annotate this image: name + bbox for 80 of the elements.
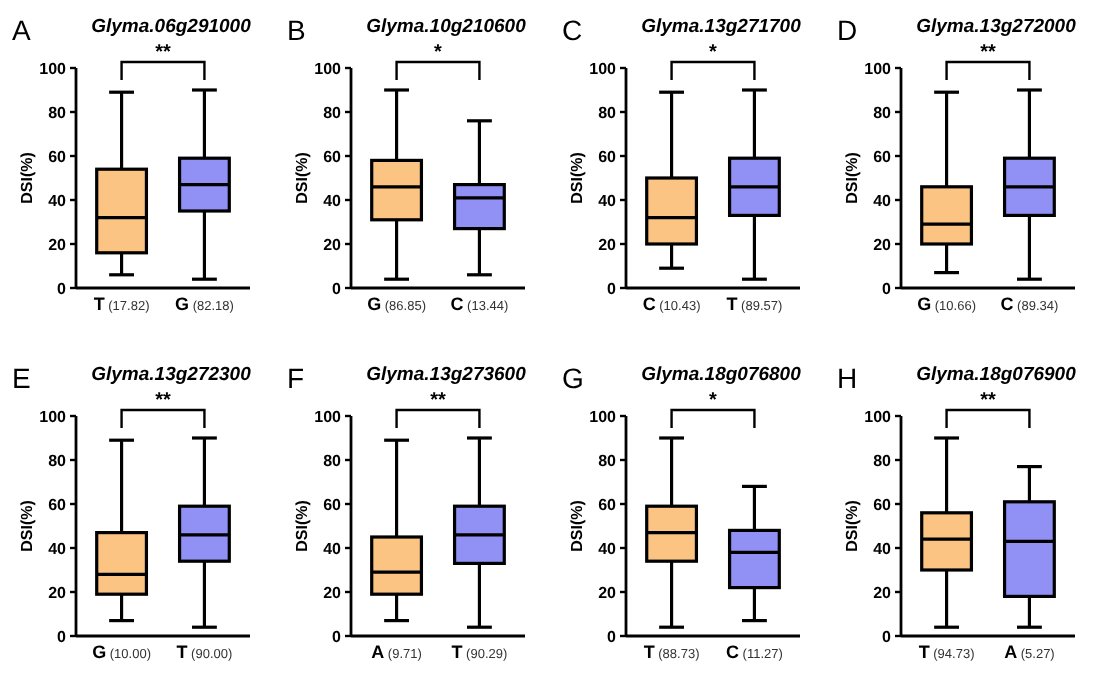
y-axis-title: DSI(%) xyxy=(18,151,36,204)
chart-title: Glyma.18g076900 xyxy=(916,364,1078,386)
y-tick-label: 0 xyxy=(57,627,68,646)
text: * xyxy=(709,42,718,64)
y-tick-label: 20 xyxy=(48,583,68,602)
y-axis-title: DSI(%) xyxy=(568,499,586,552)
y-tick-label: 80 xyxy=(873,103,893,122)
y-tick-label: 40 xyxy=(598,191,618,210)
y-tick-label: 20 xyxy=(873,235,893,254)
y-tick-label: 40 xyxy=(873,539,893,558)
text: D xyxy=(837,14,858,46)
y-tick-label: 60 xyxy=(873,147,893,166)
y-tick-label: 40 xyxy=(48,191,68,210)
text: ** xyxy=(430,390,446,412)
y-tick-label: 80 xyxy=(323,451,343,470)
y-tick-label: 60 xyxy=(323,147,343,166)
y-tick-label: 40 xyxy=(873,191,893,210)
y-tick-label: 40 xyxy=(323,539,343,558)
y-tick-label: 40 xyxy=(598,539,618,558)
y-tick-label: 100 xyxy=(589,407,618,426)
text: ** xyxy=(155,42,171,64)
chart-title: Glyma.13g272300 xyxy=(91,364,253,386)
y-tick-label: 0 xyxy=(882,279,893,298)
y-axis-title: DSI(%) xyxy=(18,499,36,552)
y-tick-label: 20 xyxy=(873,583,893,602)
y-tick-label: 80 xyxy=(873,451,893,470)
y-tick-label: 0 xyxy=(332,279,343,298)
text: * xyxy=(709,390,718,412)
y-tick-label: 20 xyxy=(598,583,618,602)
y-tick-label: 0 xyxy=(607,627,618,646)
y-tick-label: 60 xyxy=(598,495,618,514)
text: F xyxy=(287,362,305,394)
y-axis-title: DSI(%) xyxy=(843,151,861,204)
y-tick-label: 0 xyxy=(332,627,343,646)
y-tick-label: 100 xyxy=(39,59,68,78)
chart-title: Glyma.13g272000 xyxy=(916,16,1078,38)
text: A xyxy=(12,14,32,46)
y-tick-label: 60 xyxy=(48,495,68,514)
y-tick-label: 0 xyxy=(607,279,618,298)
y-tick-label: 100 xyxy=(864,59,893,78)
y-tick-label: 80 xyxy=(598,451,618,470)
y-tick-label: 40 xyxy=(323,191,343,210)
y-axis-title: DSI(%) xyxy=(843,499,861,552)
y-tick-label: 100 xyxy=(314,59,343,78)
text: C xyxy=(562,14,583,46)
y-tick-label: 20 xyxy=(598,235,618,254)
text: E xyxy=(12,362,31,394)
text: B xyxy=(287,14,306,46)
y-tick-label: 80 xyxy=(598,103,618,122)
y-axis-title: DSI(%) xyxy=(568,151,586,204)
y-tick-label: 20 xyxy=(323,235,343,254)
text: ** xyxy=(155,390,171,412)
y-tick-label: 60 xyxy=(598,147,618,166)
y-axis-title: DSI(%) xyxy=(293,499,311,552)
text: G xyxy=(562,362,584,394)
y-tick-label: 60 xyxy=(323,495,343,514)
y-tick-label: 20 xyxy=(48,235,68,254)
y-tick-label: 100 xyxy=(589,59,618,78)
y-tick-label: 80 xyxy=(48,451,68,470)
y-tick-label: 60 xyxy=(873,495,893,514)
y-tick-label: 0 xyxy=(882,627,893,646)
text: ** xyxy=(980,42,996,64)
text: ** xyxy=(980,390,996,412)
chart-title: Glyma.10g210600 xyxy=(366,16,528,38)
text: H xyxy=(837,362,858,394)
y-tick-label: 40 xyxy=(48,539,68,558)
y-tick-label: 80 xyxy=(48,103,68,122)
y-tick-label: 100 xyxy=(314,407,343,426)
y-tick-label: 0 xyxy=(57,279,68,298)
y-tick-label: 60 xyxy=(48,147,68,166)
y-tick-label: 20 xyxy=(323,583,343,602)
chart-title: Glyma.13g273600 xyxy=(366,364,528,386)
y-tick-label: 100 xyxy=(39,407,68,426)
y-tick-label: 100 xyxy=(864,407,893,426)
chart-title: Glyma.06g291000 xyxy=(91,16,253,38)
text: * xyxy=(434,42,443,64)
y-tick-label: 80 xyxy=(323,103,343,122)
y-axis-title: DSI(%) xyxy=(293,151,311,204)
chart-title: Glyma.13g271700 xyxy=(641,16,803,38)
chart-title: Glyma.18g076800 xyxy=(641,364,803,386)
